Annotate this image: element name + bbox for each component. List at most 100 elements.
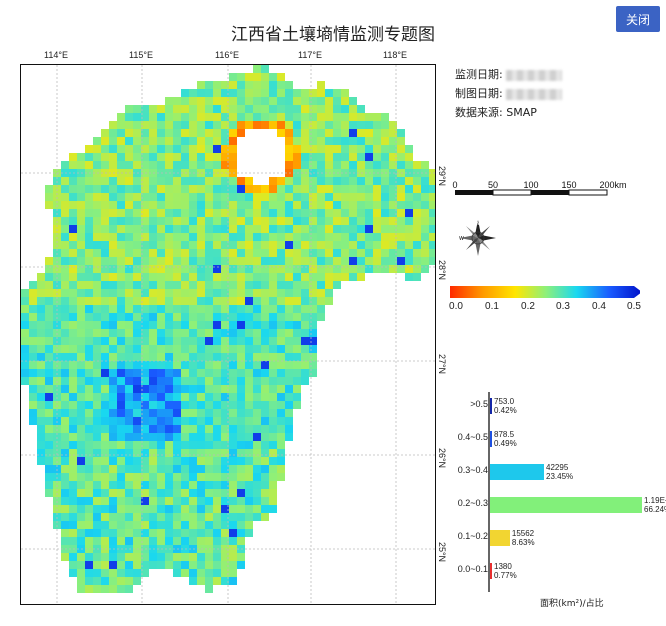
raster-cell: [125, 489, 133, 497]
raster-cell: [253, 465, 261, 473]
raster-cell: [77, 537, 85, 545]
raster-cell: [173, 113, 181, 121]
raster-cell: [181, 129, 189, 137]
raster-cell: [237, 345, 245, 353]
raster-cell: [189, 457, 197, 465]
raster-cell: [325, 105, 333, 113]
raster-cell: [77, 153, 85, 161]
raster-cell: [77, 569, 85, 577]
raster-cell: [405, 257, 413, 265]
raster-cell: [109, 521, 117, 529]
raster-cell: [261, 89, 269, 97]
raster-cell: [413, 209, 421, 217]
raster-cell: [341, 209, 349, 217]
raster-cell: [293, 217, 301, 225]
raster-cell: [237, 385, 245, 393]
raster-cell: [293, 185, 301, 193]
raster-cell: [165, 345, 173, 353]
raster-cell: [189, 321, 197, 329]
raster-cell: [277, 193, 285, 201]
raster-cell: [205, 513, 213, 521]
raster-cell: [189, 425, 197, 433]
raster-cell: [365, 225, 373, 233]
raster-cell: [245, 217, 253, 225]
raster-cell: [253, 497, 261, 505]
raster-cell: [253, 377, 261, 385]
raster-cell: [117, 537, 125, 545]
raster-cell: [157, 377, 165, 385]
soil-moisture-map[interactable]: [20, 64, 436, 605]
raster-cell: [45, 481, 53, 489]
raster-cell: [253, 329, 261, 337]
raster-cell: [325, 193, 333, 201]
raster-cell: [189, 577, 197, 585]
raster-cell: [397, 265, 405, 273]
raster-cell: [125, 377, 133, 385]
raster-cell: [261, 353, 269, 361]
raster-cell: [181, 361, 189, 369]
raster-cell: [93, 473, 101, 481]
raster-cell: [173, 529, 181, 537]
raster-cell: [61, 329, 69, 337]
raster-cell: [45, 385, 53, 393]
raster-cell: [157, 513, 165, 521]
raster-cell: [141, 473, 149, 481]
raster-cell: [229, 329, 237, 337]
raster-cell: [197, 417, 205, 425]
raster-cell: [213, 401, 221, 409]
raster-cell: [21, 289, 29, 297]
raster-cell: [221, 529, 229, 537]
raster-cell: [325, 297, 333, 305]
raster-cell: [269, 233, 277, 241]
raster-cell: [93, 137, 101, 145]
raster-cell: [213, 361, 221, 369]
raster-cell: [261, 505, 269, 513]
raster-cell: [333, 97, 341, 105]
raster-cell: [197, 97, 205, 105]
raster-cell: [165, 425, 173, 433]
raster-cell: [109, 441, 117, 449]
raster-cell: [205, 577, 213, 585]
raster-cell: [133, 393, 141, 401]
raster-cell: [277, 121, 285, 129]
close-button[interactable]: 关闭: [616, 6, 660, 32]
raster-cell: [333, 105, 341, 113]
raster-cell: [277, 73, 285, 81]
raster-cell: [205, 481, 213, 489]
raster-cell: [117, 265, 125, 273]
raster-cell: [77, 185, 85, 193]
raster-cell: [245, 241, 253, 249]
raster-cell: [93, 249, 101, 257]
raster-cell: [109, 417, 117, 425]
raster-cell: [117, 297, 125, 305]
raster-cell: [397, 185, 405, 193]
raster-cell: [85, 553, 93, 561]
raster-cell: [261, 393, 269, 401]
raster-cell: [293, 249, 301, 257]
raster-cell: [261, 185, 269, 193]
raster-cell: [109, 433, 117, 441]
raster-cell: [309, 233, 317, 241]
raster-cell: [85, 473, 93, 481]
raster-cell: [285, 89, 293, 97]
raster-cell: [293, 393, 301, 401]
raster-cell: [189, 209, 197, 217]
raster-cell: [381, 113, 389, 121]
raster-cell: [253, 337, 261, 345]
raster-cell: [221, 577, 229, 585]
raster-cell: [373, 257, 381, 265]
raster-cell: [133, 161, 141, 169]
raster-cell: [101, 337, 109, 345]
raster-cell: [149, 145, 157, 153]
raster-cell: [277, 361, 285, 369]
raster-cell: [77, 513, 85, 521]
raster-cell: [205, 329, 213, 337]
raster-cell: [317, 137, 325, 145]
raster-cell: [277, 313, 285, 321]
raster-cell: [165, 321, 173, 329]
raster-cell: [189, 89, 197, 97]
raster-cell: [77, 217, 85, 225]
raster-cell: [77, 529, 85, 537]
raster-cell: [221, 329, 229, 337]
raster-cell: [237, 121, 245, 129]
